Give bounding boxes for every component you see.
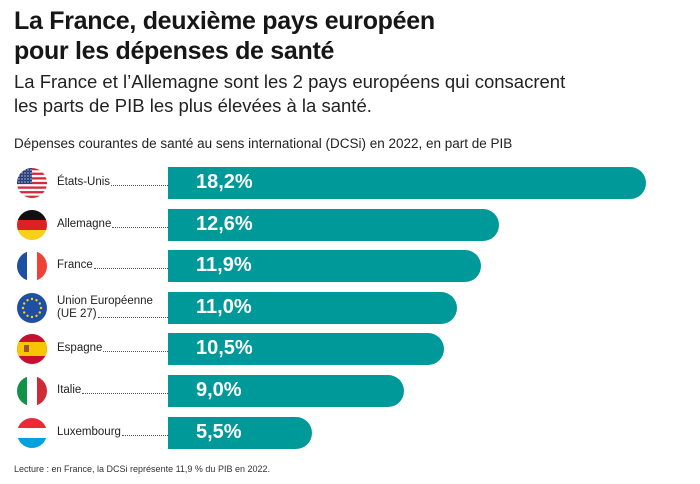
title-line-1: La France, deuxième pays européen (14, 7, 435, 35)
bar-row: France 11,9% (0, 249, 700, 283)
category-label: France (57, 259, 168, 272)
bar: 18,2% (168, 167, 646, 199)
bar: 11,9% (168, 250, 481, 283)
bar: 9,0% (168, 375, 405, 407)
chart-title: Dépenses courantes de santé au sens inte… (14, 136, 513, 151)
category-label-line: Luxembourg (57, 426, 168, 439)
data-label: 9,0% (196, 379, 242, 401)
category-label-line: Espagne (57, 342, 168, 355)
data-label: 10,5% (196, 337, 253, 360)
data-label: 18,2% (196, 171, 253, 193)
spain-flag-icon (17, 334, 47, 365)
subtitle: La France et l’Allemagne sont les 2 pays… (14, 70, 565, 118)
category-label-line: États-Unis (57, 176, 168, 189)
category-label: Union Européenne (UE 27) (57, 295, 168, 321)
category-label-line: Allemagne (57, 218, 168, 231)
germany-flag-icon (17, 209, 47, 240)
data-label: 11,9% (196, 254, 252, 277)
category-label: Espagne (57, 342, 168, 355)
category-label: Allemagne (57, 218, 168, 231)
bar-row: Espagne 10,5% (0, 332, 700, 366)
subtitle-line-2: les parts de PIB les plus élevées à la s… (14, 95, 372, 116)
subtitle-line-1: La France et l’Allemagne sont les 2 pays… (14, 71, 566, 92)
category-label-line: Italie (57, 384, 168, 397)
category-label: États-Unis (57, 176, 168, 189)
italy-flag-icon (17, 376, 47, 406)
bar-row: Union Européenne (UE 27) 11,0% (0, 291, 700, 325)
bar-row: Luxembourg 5,5% (0, 416, 700, 450)
bar: 12,6% (168, 208, 499, 241)
luxembourg-flag-icon (17, 417, 47, 448)
data-label: 11,0% (196, 295, 252, 318)
category-label: Italie (57, 384, 168, 397)
bar-row: Italie 9,0% (0, 374, 700, 408)
bar: 5,5% (168, 416, 313, 449)
us-flag-icon (17, 168, 47, 198)
bar-row: Allemagne 12,6% (0, 208, 700, 242)
bar: 10,5% (168, 333, 444, 366)
bar-row: États-Unis 18,2% (0, 166, 700, 200)
page-title: La France, deuxième pays européen pour l… (14, 6, 435, 66)
reading-note: Lecture : en France, la DCSi représente … (14, 464, 270, 474)
eu-flag-icon (17, 292, 47, 323)
category-label-line: (UE 27) (57, 308, 168, 321)
data-label: 5,5% (196, 420, 242, 443)
title-line-2: pour les dépenses de santé (14, 37, 335, 65)
category-label-line: France (57, 259, 168, 272)
france-flag-icon (17, 251, 47, 282)
category-label: Luxembourg (57, 426, 168, 439)
data-label: 12,6% (196, 212, 253, 235)
category-label-line: Union Européenne (57, 294, 153, 307)
bar: 11,0% (168, 291, 457, 324)
